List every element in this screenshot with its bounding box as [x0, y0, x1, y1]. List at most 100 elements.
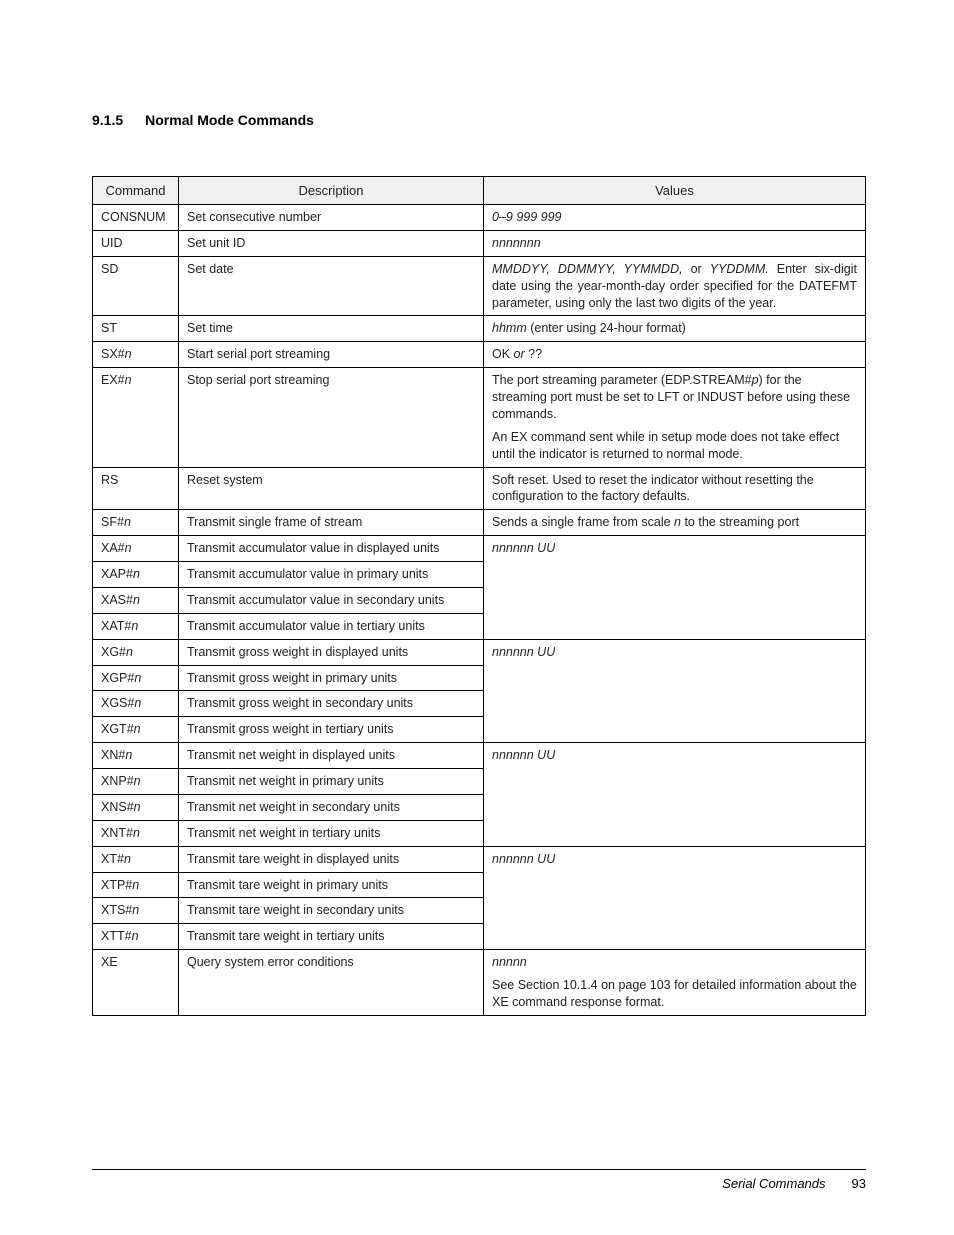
- footer-title: Serial Commands: [722, 1176, 825, 1191]
- desc-cell: Transmit accumulator value in secondary …: [179, 587, 484, 613]
- desc-cell: Transmit gross weight in primary units: [179, 665, 484, 691]
- desc-cell: Set time: [179, 316, 484, 342]
- desc-cell: Transmit net weight in primary units: [179, 769, 484, 795]
- table-row: XT#n Transmit tare weight in displayed u…: [93, 846, 866, 872]
- cmd-cell: SD: [93, 256, 179, 316]
- cmd-cell: XAS#n: [93, 587, 179, 613]
- desc-cell: Transmit tare weight in primary units: [179, 872, 484, 898]
- val-cell: nnnnnnn: [484, 230, 866, 256]
- cmd-cell: ST: [93, 316, 179, 342]
- val-cell: [484, 924, 866, 950]
- val-cell: [484, 820, 866, 846]
- desc-cell: Transmit accumulator value in tertiary u…: [179, 613, 484, 639]
- cmd-cell: SF#n: [93, 510, 179, 536]
- val-cell: [484, 872, 866, 898]
- val-cell: [484, 562, 866, 588]
- val-cell: [484, 587, 866, 613]
- cmd-cell: XG#n: [93, 639, 179, 665]
- table-row: UID Set unit ID nnnnnnn: [93, 230, 866, 256]
- cmd-cell: XNP#n: [93, 769, 179, 795]
- desc-cell: Transmit single frame of stream: [179, 510, 484, 536]
- cmd-cell: XGS#n: [93, 691, 179, 717]
- table-row: SF#n Transmit single frame of stream Sen…: [93, 510, 866, 536]
- commands-table: Command Description Values CONSNUM Set c…: [92, 176, 866, 1016]
- cmd-cell: XTT#n: [93, 924, 179, 950]
- table-header-row: Command Description Values: [93, 177, 866, 205]
- table-row: EX#n Stop serial port streaming The port…: [93, 368, 866, 467]
- val-cell: [484, 691, 866, 717]
- table-row: SD Set date MMDDYY, DDMMYY, YYMMDD, or Y…: [93, 256, 866, 316]
- table-row: XAS#n Transmit accumulator value in seco…: [93, 587, 866, 613]
- desc-cell: Set unit ID: [179, 230, 484, 256]
- th-values: Values: [484, 177, 866, 205]
- val-cell: OK or ??: [484, 342, 866, 368]
- section-number: 9.1.5: [92, 112, 123, 128]
- desc-cell: Set consecutive number: [179, 205, 484, 231]
- val-cell: [484, 665, 866, 691]
- table-row: XTP#n Transmit tare weight in primary un…: [93, 872, 866, 898]
- table-row: XGP#n Transmit gross weight in primary u…: [93, 665, 866, 691]
- table-row: XTT#n Transmit tare weight in tertiary u…: [93, 924, 866, 950]
- table-row: ST Set time hhmm (enter using 24-hour fo…: [93, 316, 866, 342]
- cmd-cell: CONSNUM: [93, 205, 179, 231]
- val-cell: [484, 769, 866, 795]
- val-cell: nnnnnn UU: [484, 536, 866, 562]
- table-row: XNT#n Transmit net weight in tertiary un…: [93, 820, 866, 846]
- cmd-cell: XT#n: [93, 846, 179, 872]
- desc-cell: Transmit net weight in tertiary units: [179, 820, 484, 846]
- desc-cell: Stop serial port streaming: [179, 368, 484, 467]
- table-row: XAP#n Transmit accumulator value in prim…: [93, 562, 866, 588]
- table-row: XTS#n Transmit tare weight in secondary …: [93, 898, 866, 924]
- table-row: CONSNUM Set consecutive number 0–9 999 9…: [93, 205, 866, 231]
- table-row: XNS#n Transmit net weight in secondary u…: [93, 794, 866, 820]
- section-title: Normal Mode Commands: [145, 112, 314, 128]
- section-heading: 9.1.5 Normal Mode Commands: [92, 112, 866, 128]
- desc-cell: Transmit accumulator value in primary un…: [179, 562, 484, 588]
- desc-cell: Query system error conditions: [179, 950, 484, 1016]
- val-cell: [484, 794, 866, 820]
- cmd-cell: XAP#n: [93, 562, 179, 588]
- desc-cell: Start serial port streaming: [179, 342, 484, 368]
- table-row: XGT#n Transmit gross weight in tertiary …: [93, 717, 866, 743]
- desc-cell: Transmit gross weight in secondary units: [179, 691, 484, 717]
- val-cell: nnnnn See Section 10.1.4 on page 103 for…: [484, 950, 866, 1016]
- page-footer: Serial Commands 93: [92, 1169, 866, 1191]
- val-cell: Sends a single frame from scale n to the…: [484, 510, 866, 536]
- cmd-cell: XE: [93, 950, 179, 1016]
- desc-cell: Transmit tare weight in secondary units: [179, 898, 484, 924]
- desc-cell: Set date: [179, 256, 484, 316]
- desc-cell: Transmit net weight in displayed units: [179, 743, 484, 769]
- table-row: XG#n Transmit gross weight in displayed …: [93, 639, 866, 665]
- cmd-cell: XNT#n: [93, 820, 179, 846]
- val-cell: nnnnnn UU: [484, 743, 866, 769]
- desc-cell: Reset system: [179, 467, 484, 510]
- table-row: XAT#n Transmit accumulator value in tert…: [93, 613, 866, 639]
- cmd-cell: RS: [93, 467, 179, 510]
- desc-cell: Transmit accumulator value in displayed …: [179, 536, 484, 562]
- cmd-cell: XN#n: [93, 743, 179, 769]
- cmd-cell: XTS#n: [93, 898, 179, 924]
- desc-cell: Transmit gross weight in tertiary units: [179, 717, 484, 743]
- th-description: Description: [179, 177, 484, 205]
- table-row: SX#n Start serial port streaming OK or ?…: [93, 342, 866, 368]
- cmd-cell: UID: [93, 230, 179, 256]
- page-number: 93: [852, 1176, 866, 1191]
- desc-cell: Transmit tare weight in displayed units: [179, 846, 484, 872]
- cmd-cell: XGP#n: [93, 665, 179, 691]
- cmd-cell: XTP#n: [93, 872, 179, 898]
- cmd-cell: XAT#n: [93, 613, 179, 639]
- th-command: Command: [93, 177, 179, 205]
- val-cell: [484, 898, 866, 924]
- val-cell: nnnnnn UU: [484, 639, 866, 665]
- table-row: RS Reset system Soft reset. Used to rese…: [93, 467, 866, 510]
- val-cell: nnnnnn UU: [484, 846, 866, 872]
- cmd-cell: XNS#n: [93, 794, 179, 820]
- desc-cell: Transmit tare weight in tertiary units: [179, 924, 484, 950]
- table-row: XE Query system error conditions nnnnn S…: [93, 950, 866, 1016]
- val-cell: The port streaming parameter (EDP.STREAM…: [484, 368, 866, 467]
- val-cell: hhmm (enter using 24-hour format): [484, 316, 866, 342]
- table-row: XN#n Transmit net weight in displayed un…: [93, 743, 866, 769]
- val-cell: [484, 613, 866, 639]
- val-cell: MMDDYY, DDMMYY, YYMMDD, or YYDDMM. Enter…: [484, 256, 866, 316]
- desc-cell: Transmit net weight in secondary units: [179, 794, 484, 820]
